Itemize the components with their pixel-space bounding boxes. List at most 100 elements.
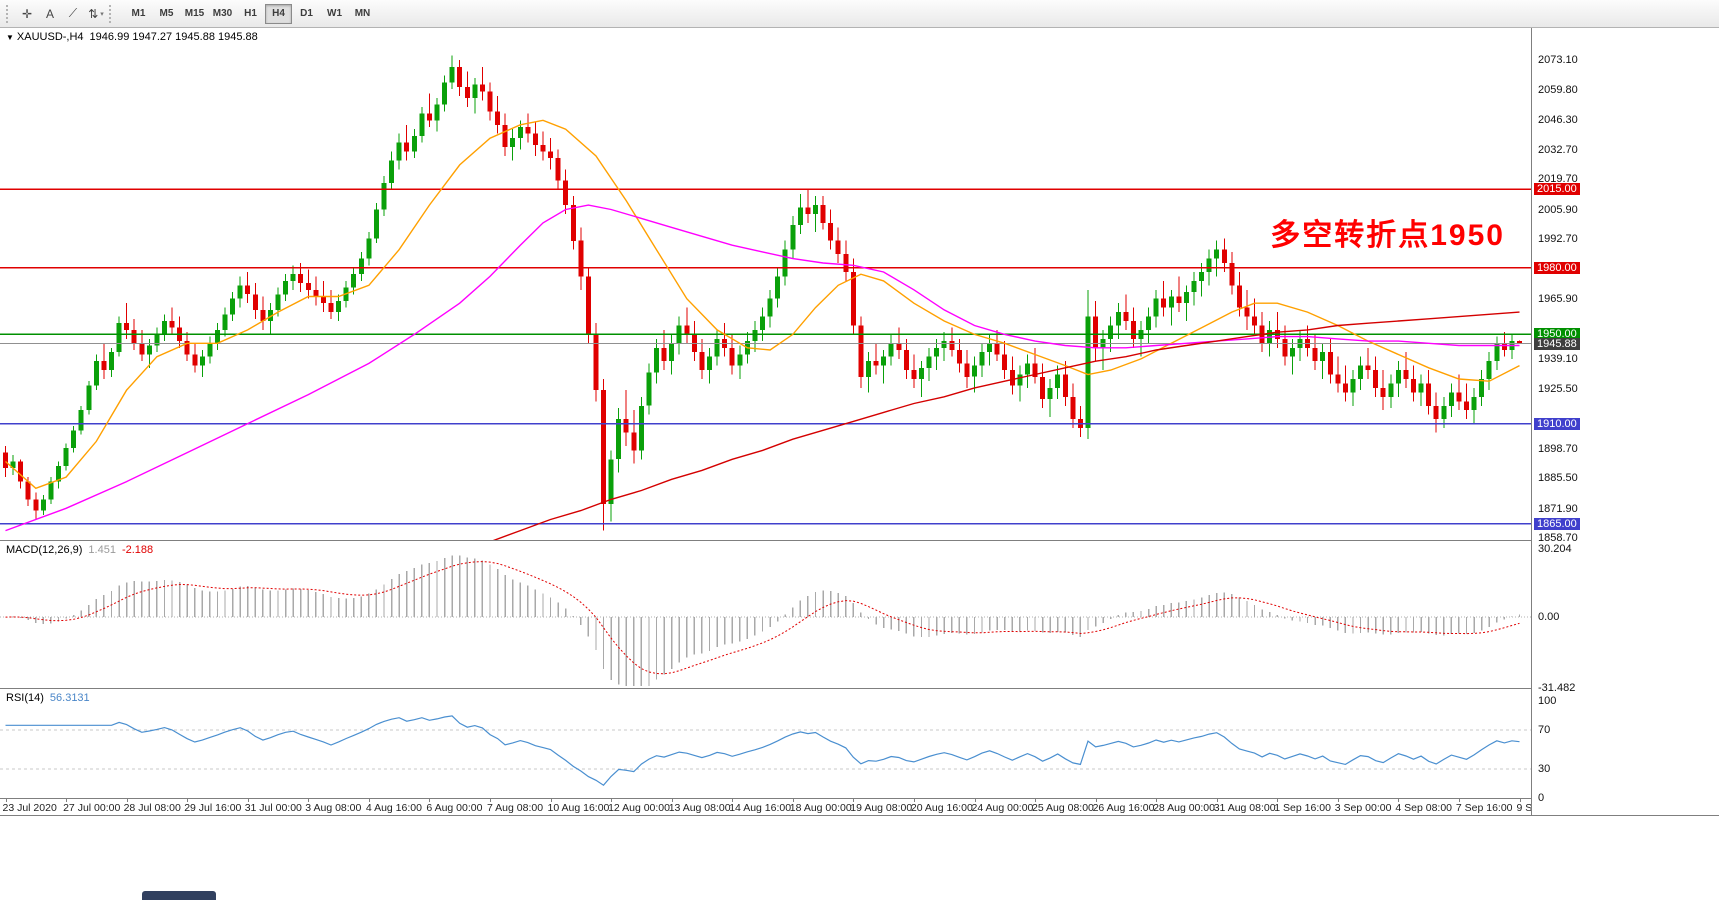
tab-timeframe-d1[interactable]: D1 [300, 8, 313, 19]
time-label: 25 Aug 08:00 [1032, 802, 1094, 814]
tab-timeframe-mn[interactable]: MN [354, 8, 371, 19]
time-tick [1337, 799, 1339, 802]
price-tick: 1858.70 [1538, 532, 1578, 544]
time-label: 13 Aug 08:00 [668, 802, 731, 814]
time-tick [490, 799, 491, 802]
panel-separator[interactable] [0, 540, 1719, 541]
price-badge: 1945.88 [1534, 337, 1580, 350]
time-axis[interactable]: 23 Jul 2020 27 Jul 00:00 28 Jul 08:00 29 Ju… [0, 799, 1531, 815]
macd-panel[interactable]: MACD(12,26,9) 1.451 -2.188 [0, 541, 1531, 688]
time-tick [1216, 799, 1218, 802]
tab-timeframe-w1[interactable]: W1 [327, 8, 342, 19]
tab-timeframe-h1[interactable]: H1 [244, 8, 257, 19]
price-scale[interactable]: 2073.10 2059.80 2046.30 2032.70 2019.70 2015.… [1531, 28, 1719, 815]
time-tick [1035, 799, 1036, 802]
time-tick [1277, 799, 1279, 802]
text-label-icon[interactable]: A [45, 6, 54, 21]
main-chart-canvas[interactable] [0, 28, 1531, 540]
macd-signal-value: -2.188 [121, 544, 154, 556]
time-label: 19 Aug 08:00 [850, 802, 913, 814]
rsi-canvas[interactable] [0, 689, 1531, 798]
time-tick [66, 799, 68, 802]
tab-timeframe-m1[interactable]: M1 [131, 8, 146, 19]
time-label: 10 Aug 16:00 [547, 802, 610, 814]
price-tick: 1939.10 [1538, 352, 1578, 365]
price-tick: 1871.90 [1538, 502, 1578, 515]
timeframes-toolbar: M1 M5 M15 M30 H1 H4 D1 W1 MN [125, 3, 376, 24]
macd-scale-tick: -31.482 [1538, 682, 1576, 694]
time-tick [1398, 799, 1400, 802]
price-tick: 2046.30 [1538, 113, 1578, 126]
chevron-down-icon[interactable]: ▼ [6, 33, 14, 42]
price-tick: 2073.10 [1538, 53, 1578, 66]
time-label: 23 Jul 2020 [2, 802, 57, 814]
time-tick [368, 799, 370, 802]
rsi-scale-tick: 100 [1538, 695, 1557, 707]
time-label: 4 Sep 08:00 [1395, 802, 1453, 814]
rsi-label: RSI(14) 56.3131 [6, 692, 90, 704]
time-tick [1519, 799, 1521, 802]
tab-timeframe-m15[interactable]: M15 [184, 8, 205, 19]
symbol-label: XAUUSD-,H4 [16, 31, 84, 43]
time-label: 28 Aug 00:00 [1153, 802, 1215, 814]
price-tick: 1885.50 [1538, 472, 1578, 485]
time-label: 28 Jul 08:00 [123, 802, 181, 814]
time-label: 3 Aug 08:00 [305, 802, 362, 814]
price-tick: 1925.50 [1538, 383, 1578, 395]
window-fragment [142, 891, 216, 900]
macd-main-value: 1.451 [88, 544, 116, 556]
macd-label: MACD(12,26,9) 1.451 -2.188 [6, 544, 153, 556]
price-badge: 1865.00 [1534, 517, 1580, 530]
main-chart-panel[interactable]: ▼ XAUUSD-,H4 1946.99 1947.27 1945.88 1945.… [0, 28, 1531, 540]
time-label: 14 Aug 16:00 [729, 802, 792, 814]
time-tick [1156, 799, 1158, 802]
time-label: 18 Aug 00:00 [789, 802, 852, 814]
rsi-scale-tick: 70 [1538, 724, 1551, 737]
macd-canvas[interactable] [0, 541, 1531, 688]
time-tick [126, 799, 128, 802]
price-tick: 2032.70 [1538, 144, 1578, 156]
macd-scale-tick: 0.00 [1538, 611, 1560, 624]
time-label: 12 Aug 00:00 [608, 802, 670, 814]
panel-separator[interactable] [0, 688, 1719, 689]
panel-separator [0, 798, 1719, 799]
rsi-name: RSI(14) [6, 692, 44, 704]
tab-timeframe-m30[interactable]: M30 [212, 8, 233, 19]
price-tick: 2019.70 [1538, 173, 1578, 185]
price-tick: 1898.70 [1538, 442, 1578, 455]
tab-timeframe-m5[interactable]: M5 [159, 8, 174, 19]
time-tick [247, 799, 249, 802]
price-tick: 1992.70 [1538, 233, 1578, 246]
time-label: 20 Aug 16:00 [910, 802, 973, 814]
time-label: 24 Aug 00:00 [971, 802, 1034, 814]
toolbar: ✛ A ⟋ ⇅ ▾ M1 M5 M15 M30 H1 H4 D1 W1 MN [0, 0, 1719, 28]
rsi-scale-tick: 0 [1538, 792, 1545, 804]
price-badge: 1950.00 [1534, 328, 1580, 341]
draw-tools-dropdown-icon[interactable]: ⇅ ▾ [88, 6, 104, 21]
price-badge: 2015.00 [1534, 183, 1580, 196]
time-tick [671, 799, 673, 802]
time-label: 9 Sep 00:00 [1516, 802, 1532, 814]
time-tick [5, 799, 7, 802]
macd-name: MACD(12,26,9) [6, 544, 83, 556]
time-tick [732, 799, 734, 802]
rsi-value: 56.3131 [49, 692, 90, 704]
time-tick [308, 799, 310, 802]
trendline-icon[interactable]: ⟋ [68, 6, 78, 20]
crosshair-icon[interactable]: ✛ [21, 6, 33, 21]
toolbar-grip [6, 4, 11, 23]
time-tick [853, 799, 855, 802]
price-badge: 1910.00 [1534, 417, 1580, 430]
time-tick [550, 799, 552, 802]
time-tick [1458, 799, 1460, 802]
time-tick [1095, 799, 1097, 802]
toolbar-grip [109, 4, 114, 23]
rsi-panel[interactable]: RSI(14) 56.3131 [0, 689, 1531, 798]
price-tick: 2059.80 [1538, 83, 1578, 96]
ohlc-values: 1946.99 1947.27 1945.88 1945.88 [89, 31, 258, 43]
rsi-scale-tick: 30 [1538, 762, 1551, 775]
tab-timeframe-h4[interactable]: H4 [265, 3, 292, 24]
time-label: 31 Aug 08:00 [1213, 802, 1276, 814]
time-label: 4 Aug 16:00 [365, 802, 422, 814]
quote-line: ▼ XAUUSD-,H4 1946.99 1947.27 1945.88 1945.… [6, 31, 258, 43]
